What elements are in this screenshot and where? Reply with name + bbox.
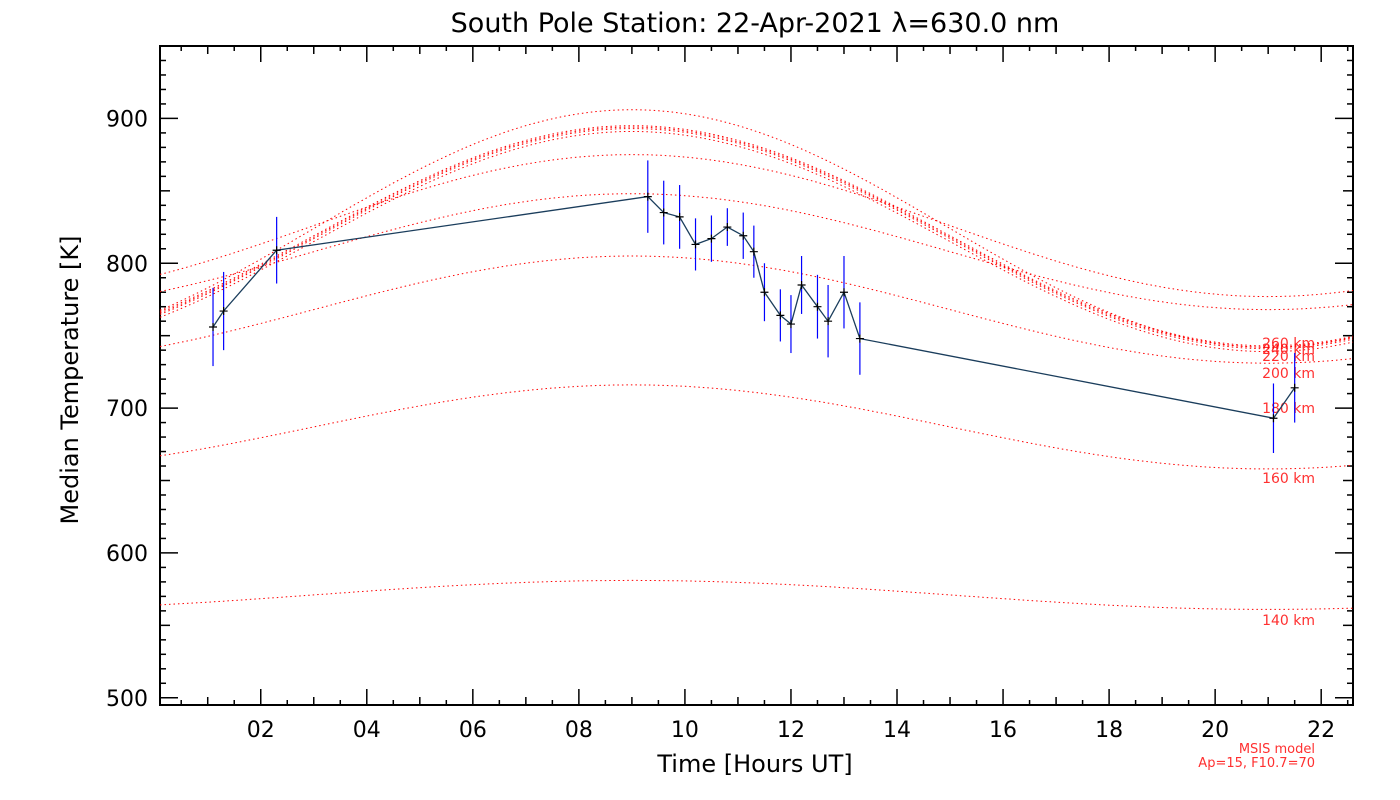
data-point-17	[839, 288, 848, 297]
model-curve-260-km	[159, 128, 1354, 350]
model-curve-350-km	[159, 109, 1354, 348]
data-point-2	[272, 246, 281, 255]
data-point-19	[1269, 414, 1278, 423]
y-tick-label-800: 800	[106, 252, 148, 277]
data-point-16	[824, 317, 833, 326]
model-note-line-2: Ap=15, F10.7=70	[1198, 756, 1315, 771]
x-tick-label-04: 04	[353, 718, 381, 743]
data-point-4	[659, 208, 668, 217]
data-point-8	[723, 223, 732, 232]
model-note-line-1: MSIS model	[1239, 742, 1315, 757]
data-point-7	[707, 234, 716, 243]
plot-area: 02 04 06 08 10 12 14 16 18 20 22 500 600 700 800 900 140…	[106, 45, 1354, 743]
model-curve-220-km	[159, 154, 1354, 298]
y-tick-label-500: 500	[106, 687, 148, 712]
model-curve-140-km	[159, 579, 1354, 610]
x-tick-label-02: 02	[247, 718, 275, 743]
x-tick-label-06: 06	[459, 718, 487, 743]
x-tick-label-10: 10	[671, 718, 699, 743]
model-label-180-km: 180 km	[1262, 401, 1315, 417]
y-tick-label-700: 700	[106, 397, 148, 422]
model-label-240-km: 240 km	[1262, 342, 1315, 358]
data-point-3	[643, 192, 652, 201]
model-label-140-km: 140 km	[1262, 613, 1315, 629]
data-point-12	[776, 311, 785, 320]
data-point-14	[797, 280, 806, 289]
y-axis-label: Median Temperature [K]	[56, 235, 84, 524]
x-tick-label-14: 14	[883, 718, 911, 743]
data-point-11	[760, 288, 769, 297]
x-tick-label-08: 08	[565, 718, 593, 743]
model-label-220-km: 220 km	[1262, 349, 1315, 365]
model-label-200-km: 200 km	[1262, 366, 1315, 382]
data-point-5	[675, 212, 684, 221]
data-point-1	[219, 307, 228, 316]
chart-title: South Pole Station: 22-Apr-2021 λ=630.0 …	[451, 8, 1060, 39]
data-point-9	[739, 231, 748, 240]
data-point-13	[786, 320, 795, 329]
x-tick-label-16: 16	[989, 718, 1017, 743]
data-point-20	[1290, 383, 1299, 392]
model-curve-160-km	[159, 384, 1354, 470]
data-point-10	[749, 247, 758, 256]
model-curve-300-km	[159, 125, 1354, 347]
model-label-160-km: 160 km	[1262, 471, 1315, 487]
data-point-0	[209, 322, 218, 331]
x-tick-label-18: 18	[1095, 718, 1123, 743]
data-point-6	[691, 240, 700, 249]
model-curve-200-km	[159, 193, 1354, 311]
model-label-260-km: 260 km	[1262, 336, 1315, 352]
plot-frame	[159, 45, 1354, 706]
model-curve-180-km	[159, 255, 1354, 364]
y-tick-label-600: 600	[106, 542, 148, 567]
data-point-15	[813, 302, 822, 311]
x-tick-label-20: 20	[1201, 718, 1229, 743]
data-point-18	[855, 334, 864, 343]
x-tick-label-12: 12	[777, 718, 805, 743]
y-tick-label-900: 900	[106, 107, 148, 132]
x-axis-label: Time [Hours UT]	[656, 750, 852, 778]
x-tick-label-22: 22	[1307, 718, 1335, 743]
model-curve-280-km	[159, 126, 1354, 348]
